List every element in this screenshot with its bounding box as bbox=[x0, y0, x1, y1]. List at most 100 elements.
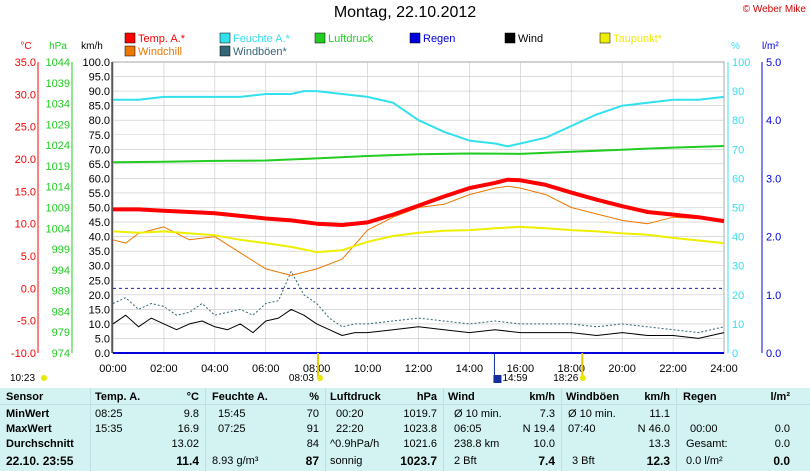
legend-label: Feuchte A.* bbox=[233, 33, 291, 45]
max-humidity-time: 07:25 bbox=[218, 423, 246, 435]
legend-label: Wind bbox=[518, 33, 543, 45]
max-pressure-time: 22:20 bbox=[336, 423, 364, 435]
avg-pressure-trend: ^0.9hPa/h bbox=[330, 438, 380, 450]
header-rain-unit: l/m² bbox=[770, 391, 790, 403]
x-tick-label: 06:00 bbox=[252, 363, 280, 375]
current-time-dot bbox=[41, 375, 47, 381]
humidity-tick-label: 50 bbox=[732, 203, 744, 215]
x-tick-label: 02:00 bbox=[150, 363, 178, 375]
pressure-tick-label: 1009 bbox=[46, 203, 70, 215]
wind-tick-label: 65.0 bbox=[89, 159, 110, 171]
wind-tick-label: 10.0 bbox=[89, 319, 110, 331]
max-time-label: 14:59 bbox=[502, 373, 527, 384]
series-feuchte-a-line bbox=[113, 90, 725, 148]
pressure-tick-label: 1019 bbox=[46, 161, 70, 173]
pressure-tick-label: 1044 bbox=[46, 57, 70, 69]
pressure-tick-label: 1034 bbox=[46, 99, 70, 111]
copyright: © Weber Mike bbox=[742, 4, 806, 15]
legend-label: Windchill bbox=[138, 46, 182, 58]
x-tick-label: 04:00 bbox=[201, 363, 229, 375]
wind-tick-label: 20.0 bbox=[89, 290, 110, 302]
current-rain: 0.0 bbox=[773, 454, 790, 468]
rain-tick-label: 2.0 bbox=[766, 232, 781, 244]
legend-label: Windböen* bbox=[233, 46, 288, 58]
max-rain-time: 00:00 bbox=[690, 423, 718, 435]
gusts-beaufort: 3 Bft bbox=[572, 455, 595, 467]
series-taupunkt-line bbox=[112, 225, 725, 254]
pressure-tick-label: 1039 bbox=[46, 78, 70, 90]
humidity-tick-label: 80 bbox=[732, 115, 744, 127]
wind-tick-label: 85.0 bbox=[89, 101, 110, 113]
max-time-icon bbox=[493, 375, 502, 383]
legend-swatch bbox=[409, 32, 421, 44]
current-pressure: 1023.7 bbox=[400, 454, 437, 468]
legend-label: Temp. A.* bbox=[138, 33, 186, 45]
rain-total-label: Gesamt: bbox=[686, 438, 728, 450]
stats-table: Sensor Temp. A. °C Feuchte A. % Luftdruc… bbox=[0, 388, 810, 471]
humidity-tick-label: 40 bbox=[732, 232, 744, 244]
wind-tick-label: 0.0 bbox=[95, 348, 110, 360]
current-timestamp: 22.10. 23:55 bbox=[6, 454, 74, 468]
humidity-unit-label: % bbox=[731, 41, 740, 52]
rain-tick-label: 1.0 bbox=[766, 290, 781, 302]
header-wind: Wind bbox=[448, 391, 475, 403]
humidity-tick-label: 20 bbox=[732, 290, 744, 302]
humidity-tick-label: 10 bbox=[732, 319, 744, 331]
rain-unit-label: l/m² bbox=[762, 41, 779, 52]
series-temp-a-line bbox=[113, 177, 725, 227]
temp-tick-label: 25.0 bbox=[15, 122, 36, 134]
sunset-label: 18:26 bbox=[553, 373, 578, 384]
temp-tick-label: 10.0 bbox=[15, 219, 36, 231]
wind-tick-label: 60.0 bbox=[89, 173, 110, 185]
pressure-tick-label: 974 bbox=[52, 348, 70, 360]
header-humidity: Feuchte A. bbox=[212, 391, 268, 403]
max-temp-value: 16.9 bbox=[177, 423, 199, 435]
legend-swatch bbox=[219, 45, 231, 57]
wind-tick-label: 90.0 bbox=[89, 86, 110, 98]
header-pressure: Luftdruck bbox=[330, 391, 381, 403]
pressure-tick-label: 989 bbox=[52, 286, 70, 298]
legend-label: Luftdruck bbox=[328, 33, 374, 45]
pressure-tick-label: 994 bbox=[52, 265, 70, 277]
min-humidity-time: 15:45 bbox=[218, 408, 246, 420]
max-humidity-value: 91 bbox=[306, 423, 319, 435]
min-temp-time: 08:25 bbox=[95, 408, 123, 420]
min-gusts-value: 11.1 bbox=[649, 408, 670, 420]
header-rain: Regen bbox=[683, 391, 717, 403]
weather-forecast: sonnig bbox=[330, 455, 363, 467]
pressure-unit-label: hPa bbox=[49, 41, 67, 52]
current-gusts: 12.3 bbox=[646, 454, 670, 468]
humidity-tick-label: 0 bbox=[732, 348, 738, 360]
x-tick-label: 14:00 bbox=[456, 363, 484, 375]
x-tick-label: 00:00 bbox=[99, 363, 127, 375]
header-sensor: Sensor bbox=[6, 391, 44, 403]
humidity-tick-label: 30 bbox=[732, 261, 744, 273]
pressure-tick-label: 1024 bbox=[46, 140, 70, 152]
temp-tick-label: -5.0 bbox=[17, 316, 36, 328]
x-tick-label: 10:00 bbox=[354, 363, 382, 375]
wind-tick-label: 35.0 bbox=[89, 246, 110, 258]
current-humidity: 87 bbox=[305, 454, 319, 468]
series-luftdruck-line bbox=[112, 145, 725, 164]
humidity-tick-label: 60 bbox=[732, 173, 744, 185]
min-temp-value: 9.8 bbox=[183, 408, 199, 420]
wind-tick-label: 100.0 bbox=[82, 57, 110, 69]
series-wind-line bbox=[112, 308, 725, 339]
weather-chart: 00:00 02:00 04:00 06:00 08:00 10:00 12:00 14:00… bbox=[10, 32, 781, 384]
x-tick-label: 24:00 bbox=[710, 363, 738, 375]
rain-tick-label: 5.0 bbox=[766, 57, 781, 69]
min-wind-label: Ø 10 min. bbox=[454, 408, 502, 420]
legend-swatch bbox=[219, 32, 231, 44]
avg-humidity-value: 84 bbox=[306, 438, 319, 450]
wind-unit-label: km/h bbox=[81, 41, 103, 52]
wind-tick-label: 75.0 bbox=[89, 130, 110, 142]
humidity-tick-label: 90 bbox=[732, 86, 744, 98]
temp-tick-label: 30.0 bbox=[15, 89, 36, 101]
wind-tick-label: 30.0 bbox=[89, 261, 110, 273]
row-avg-label: Durchschnitt bbox=[6, 438, 74, 450]
pressure-tick-label: 984 bbox=[52, 306, 70, 318]
x-tick-label: 18:00 bbox=[557, 363, 585, 375]
legend-label: Taupunkt* bbox=[613, 33, 663, 45]
legend-swatch bbox=[314, 32, 326, 44]
legend-swatch bbox=[124, 45, 136, 57]
